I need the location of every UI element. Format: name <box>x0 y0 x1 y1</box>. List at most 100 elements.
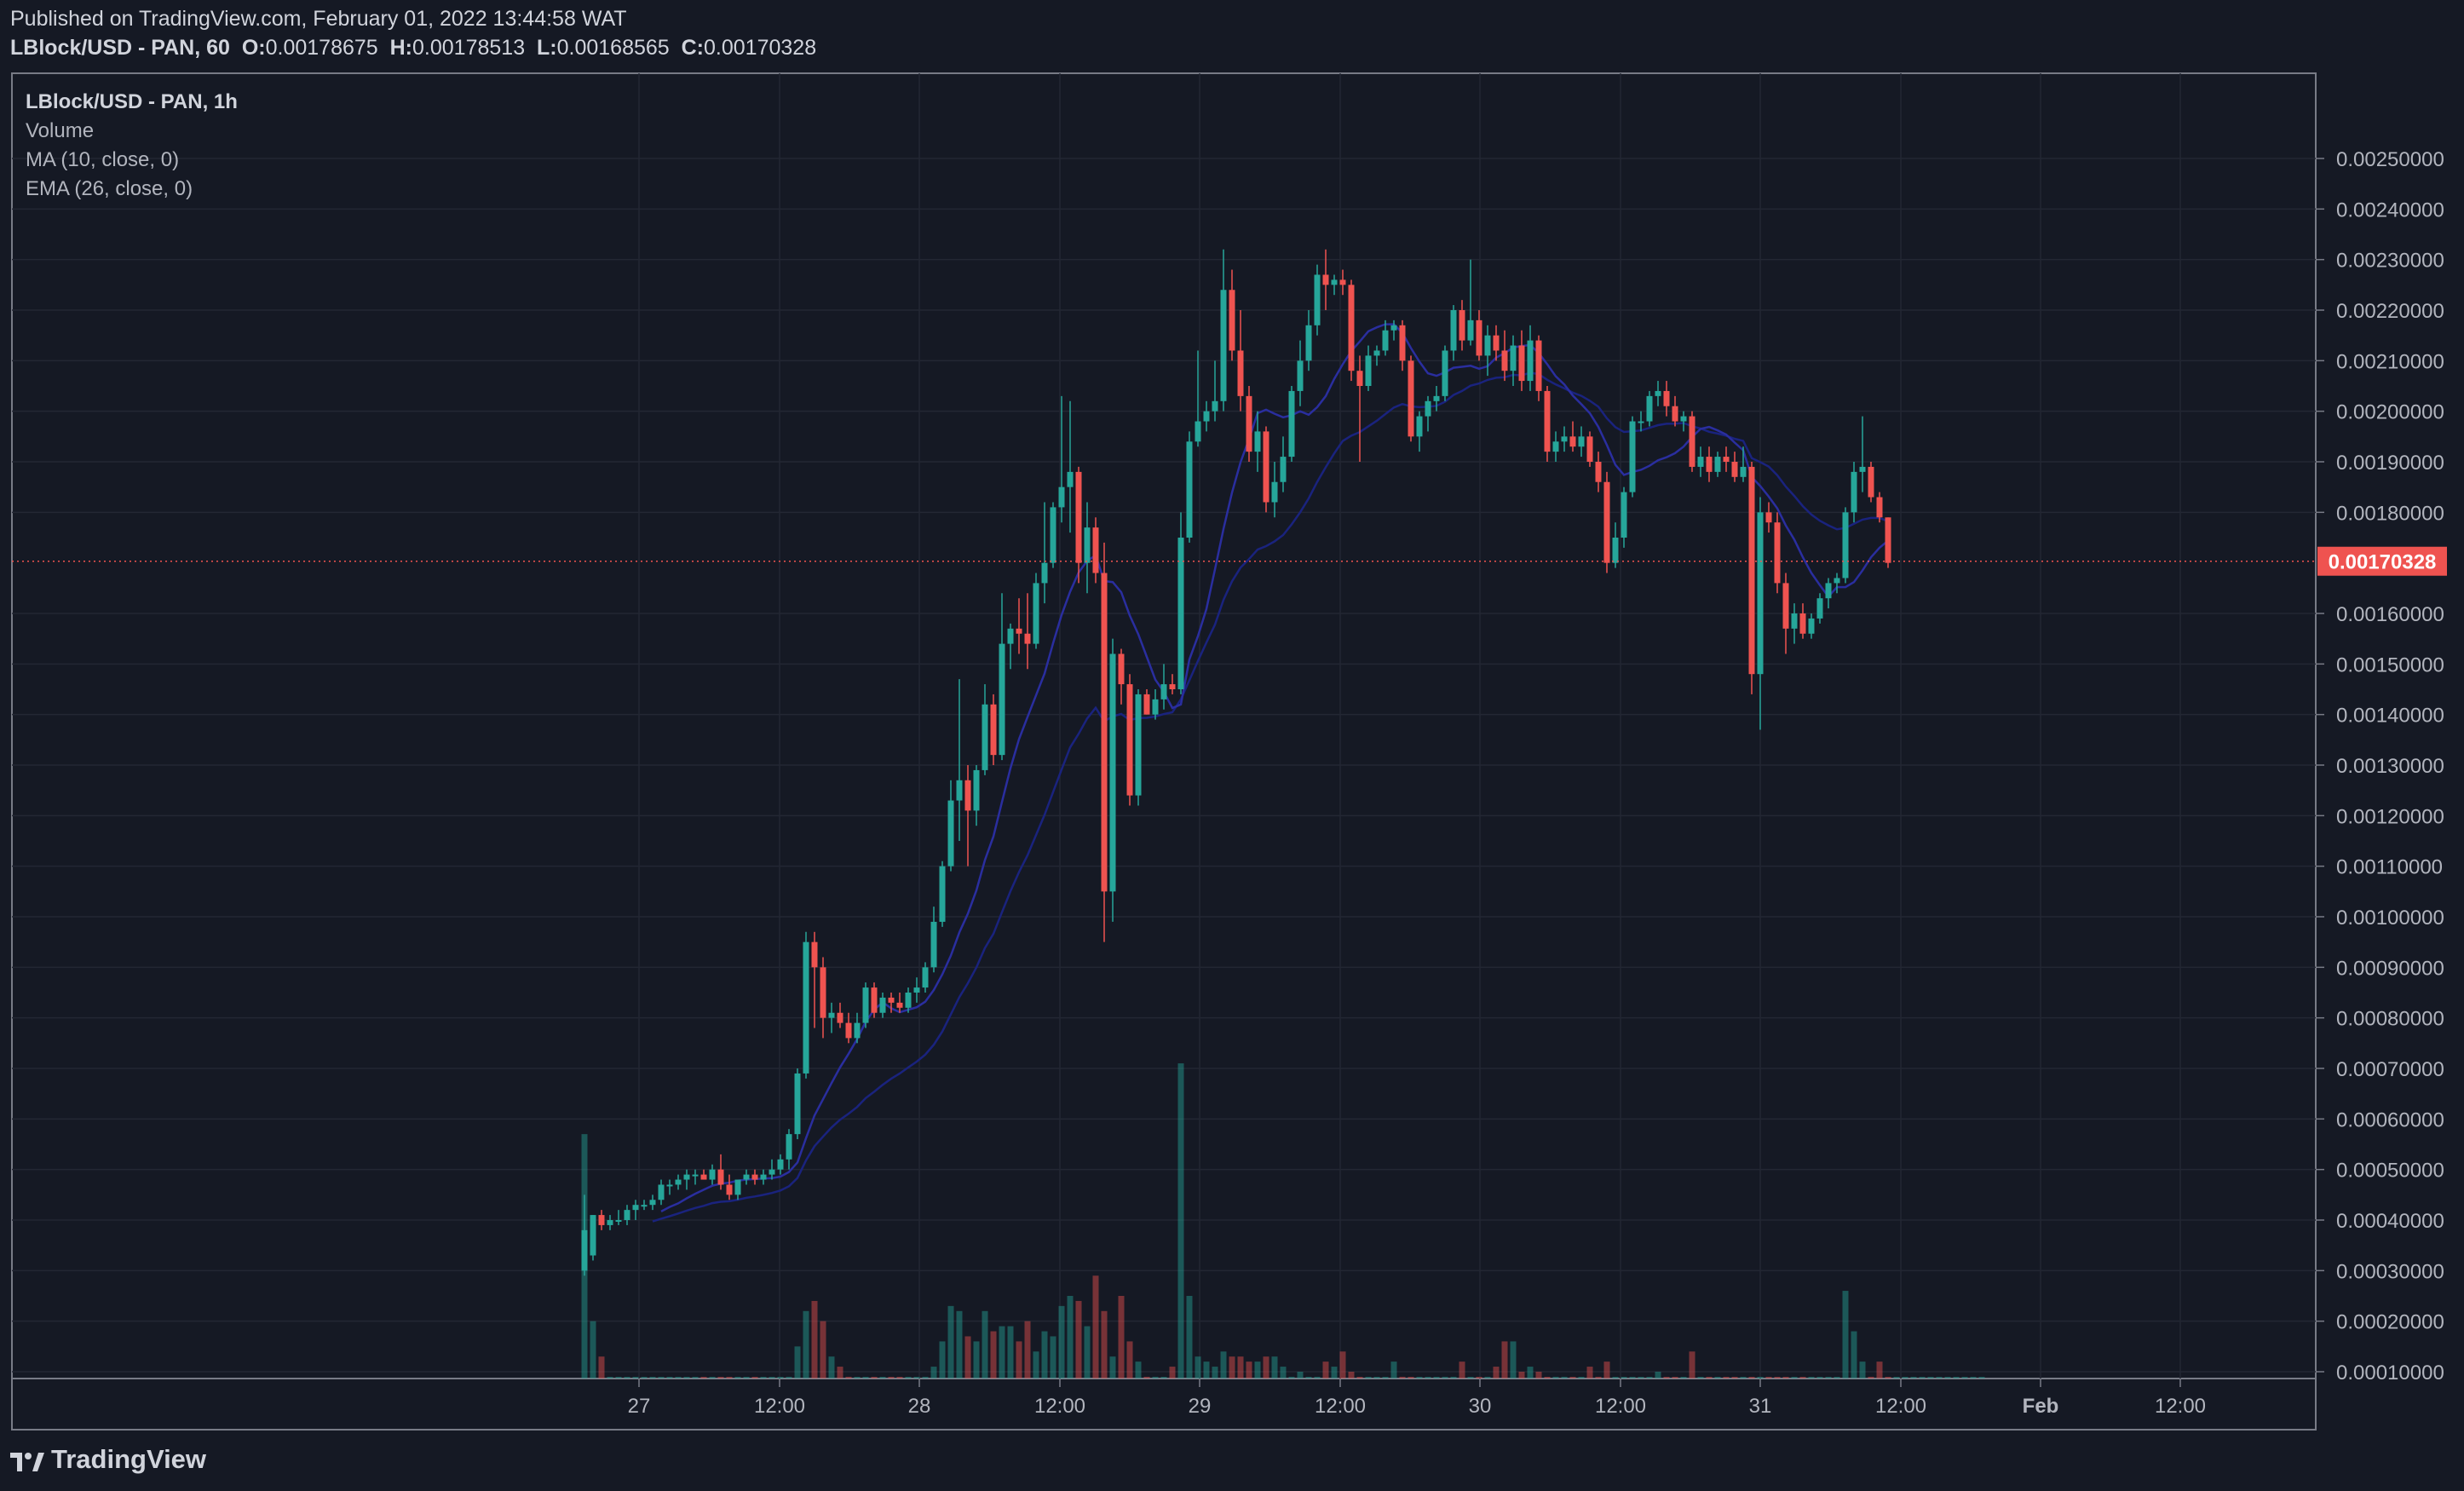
volume-bar <box>1177 1063 1184 1379</box>
candle <box>1748 462 1755 694</box>
candle <box>598 1210 605 1230</box>
candle-body <box>956 780 963 801</box>
candle-body <box>896 1002 903 1008</box>
volume-bar <box>1365 1377 1372 1379</box>
volume-bar <box>1799 1377 1806 1379</box>
volume-bar <box>1237 1356 1244 1379</box>
candle <box>794 1068 801 1140</box>
volume-bar <box>964 1336 971 1379</box>
candle <box>1791 603 1798 644</box>
candle <box>811 931 818 1028</box>
candle <box>1058 395 1065 523</box>
candle-body <box>1595 462 1602 482</box>
ma-line <box>660 323 1889 1213</box>
y-tick-label: 0.00060000 <box>2336 1108 2444 1131</box>
candle <box>1373 345 1380 366</box>
candle-body <box>666 1184 673 1187</box>
y-tick-label: 0.00140000 <box>2336 705 2444 728</box>
candle <box>1834 573 1840 594</box>
candle <box>1552 431 1559 462</box>
candle-body <box>1186 441 1193 538</box>
candle-body <box>905 993 912 1008</box>
volume-bar <box>1254 1361 1261 1379</box>
ohlc-bar: LBlock/USD - PAN, 60 O:0.00178675 H:0.00… <box>10 36 816 60</box>
candle-body <box>888 997 895 1003</box>
candle <box>1467 259 1474 346</box>
x-tick-label: 27 <box>628 1395 651 1418</box>
candle <box>1186 431 1193 543</box>
candle <box>1399 320 1406 371</box>
volume-bar <box>641 1377 648 1379</box>
candle <box>871 982 878 1018</box>
candle <box>1680 411 1687 432</box>
volume-bar <box>1450 1376 1457 1379</box>
candle <box>828 1002 835 1033</box>
volume-bar <box>990 1331 997 1379</box>
candle-body <box>1629 421 1636 492</box>
candle-body <box>683 1174 690 1180</box>
candle-body <box>641 1205 648 1207</box>
candle <box>1518 330 1525 391</box>
candle <box>1050 502 1056 568</box>
candle-body <box>1663 390 1670 406</box>
volume-bar <box>930 1367 937 1379</box>
volume-bar <box>939 1341 946 1379</box>
volume-bar <box>1356 1377 1363 1379</box>
candle <box>947 780 954 872</box>
tradingview-brand[interactable]: TradingView <box>10 1444 206 1475</box>
candle <box>956 679 963 841</box>
candle <box>1586 431 1593 467</box>
volume-bar <box>862 1377 869 1379</box>
candle <box>1280 436 1287 492</box>
legend-title: LBlock/USD - PAN, 1h <box>26 90 238 113</box>
last-price-tag <box>2317 546 2447 576</box>
candle-body <box>1791 613 1798 629</box>
candle-body <box>1459 310 1465 341</box>
candle-body <box>1220 290 1227 401</box>
y-tick-label: 0.00030000 <box>2336 1260 2444 1283</box>
volume-bar <box>1322 1361 1329 1379</box>
candle-body <box>1757 512 1764 675</box>
candle <box>982 684 988 775</box>
volume-bar <box>1876 1361 1883 1379</box>
low-value: 0.00168565 <box>556 36 670 60</box>
volume-bar <box>1868 1376 1874 1379</box>
volume-bar <box>1169 1367 1176 1379</box>
candle <box>1007 623 1014 670</box>
candle-body <box>1203 411 1210 422</box>
candle-body <box>922 967 929 988</box>
candle-body <box>751 1174 758 1180</box>
candle <box>700 1169 707 1180</box>
candle-body <box>1212 400 1218 412</box>
candle <box>1143 689 1150 715</box>
candle-body <box>1484 335 1491 356</box>
candle-body <box>1305 325 1312 361</box>
candle-body <box>1373 350 1380 356</box>
x-tick-label: 12:00 <box>1875 1395 1926 1418</box>
candle-body <box>1416 416 1423 437</box>
candle-body <box>862 987 869 1023</box>
candle-body <box>871 987 878 1013</box>
volume-bars <box>581 1063 1985 1379</box>
volume-bar <box>751 1377 758 1379</box>
volume-bar <box>845 1376 852 1379</box>
candle-body <box>777 1159 784 1170</box>
candle <box>1765 502 1772 533</box>
candle-body <box>1143 694 1150 715</box>
volume-bar <box>1791 1377 1798 1379</box>
volume-bar <box>1058 1305 1065 1379</box>
candle <box>1220 249 1227 412</box>
volume-bar <box>632 1377 639 1379</box>
candle <box>1297 340 1304 406</box>
grid-lines <box>12 73 2316 1379</box>
candle <box>1314 264 1321 336</box>
high-value: 0.00178513 <box>412 36 526 60</box>
volume-bar <box>1765 1377 1772 1379</box>
candle <box>1757 497 1764 730</box>
volume-bar <box>1638 1377 1644 1379</box>
candle <box>1067 400 1074 533</box>
candle <box>1723 446 1730 472</box>
ema-line <box>652 371 1889 1223</box>
volume-bar <box>1893 1377 1900 1379</box>
